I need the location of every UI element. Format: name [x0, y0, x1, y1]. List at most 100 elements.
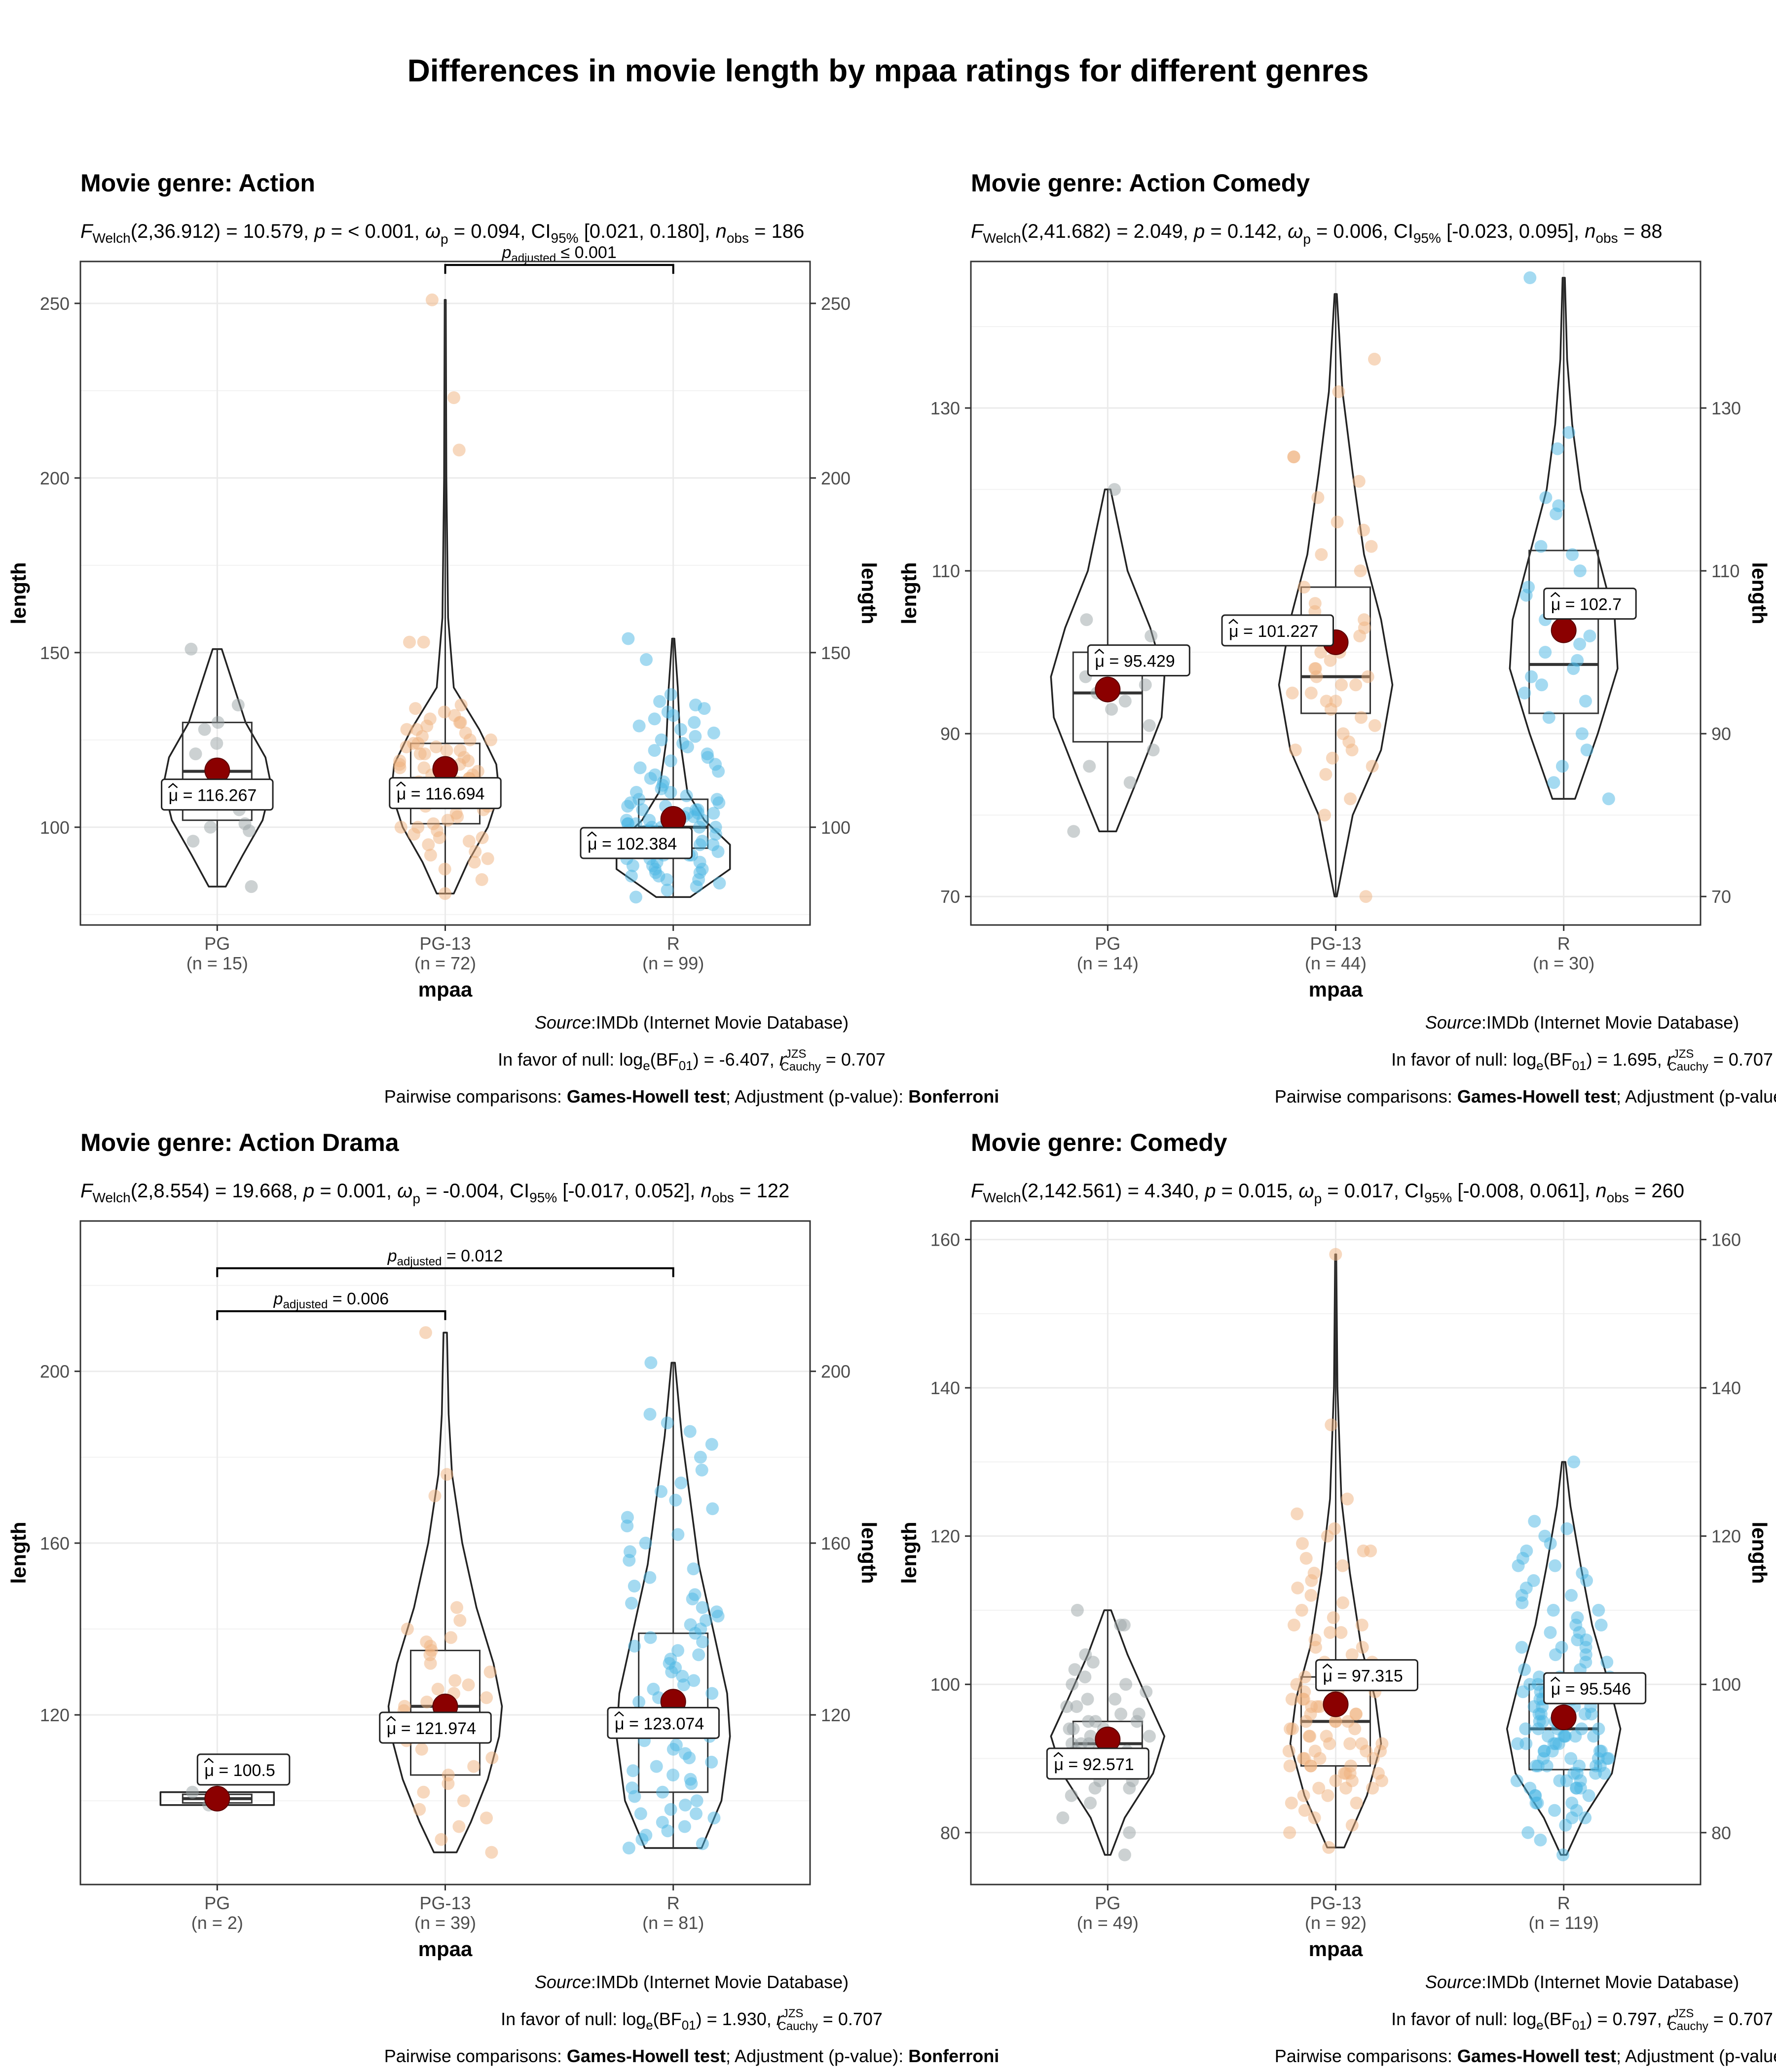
data-point [1105, 703, 1118, 716]
data-point [1575, 727, 1589, 740]
data-point [1534, 1707, 1548, 1721]
data-point [699, 1614, 712, 1627]
data-point [1576, 1566, 1589, 1580]
y-tick-label-left: 140 [930, 1378, 960, 1398]
y-tick-label-left: 120 [40, 1705, 70, 1725]
mean-label-box [1221, 614, 1334, 647]
data-point [644, 1356, 658, 1369]
data-point [1521, 1826, 1535, 1839]
figure-title: Differences in movie length by mpaa rati… [407, 53, 1369, 88]
data-point [1308, 1811, 1321, 1824]
data-point [1573, 1759, 1586, 1773]
y-axis-title-right: length [1748, 1522, 1771, 1584]
caption-source: Source:IMDb (Internet Movie Database) [535, 1972, 849, 1992]
x-tick-n-label: (n = 99) [642, 953, 704, 973]
data-point [417, 761, 431, 775]
mu-hat-icon [386, 1716, 396, 1721]
data-point [679, 1747, 692, 1760]
data-point [1329, 1715, 1342, 1728]
data-point [683, 1425, 697, 1438]
mu-hat-icon [614, 1711, 624, 1717]
data-point [1286, 1722, 1299, 1736]
violin-PG-13 [387, 1332, 503, 1853]
data-point [245, 880, 258, 893]
data-point [656, 1815, 669, 1829]
data-point [186, 1785, 199, 1799]
data-point [1080, 613, 1093, 627]
data-point [442, 1769, 455, 1781]
mean-label-box [1315, 1659, 1418, 1692]
data-point [417, 635, 430, 649]
mean-label: μ = 97.315 [1315, 1659, 1418, 1692]
data-point [1336, 727, 1350, 740]
data-point [680, 789, 693, 803]
chart-panel: Movie genre: Action Comedy FWelch(2,41.68… [897, 169, 1776, 1107]
significance-label: padjusted = 0.006 [273, 1290, 389, 1311]
data-point [664, 688, 677, 701]
data-point [1510, 1774, 1523, 1787]
data-point [450, 1601, 463, 1614]
data-point [1542, 711, 1555, 724]
data-point [1065, 1737, 1078, 1750]
mean-label-text: μ = 92.571 [1054, 1755, 1134, 1774]
y-tick-label-left: 160 [40, 1533, 70, 1554]
y-axis-title-left: length [897, 562, 921, 625]
data-point [1336, 1559, 1349, 1572]
data-point [664, 754, 677, 768]
data-point [485, 1751, 499, 1765]
data-point [713, 877, 726, 890]
violin-R [1509, 277, 1619, 800]
data-point [1056, 1811, 1070, 1824]
x-tick-n-label: (n = 81) [642, 1913, 704, 1933]
mu-hat-icon [204, 1758, 214, 1763]
data-point [394, 820, 407, 834]
data-point [620, 814, 633, 827]
data-point [636, 803, 649, 816]
x-tick-label: PG-13 [419, 1893, 471, 1913]
data-point [1329, 1774, 1342, 1787]
data-point [1325, 1418, 1338, 1432]
data-point [664, 1803, 677, 1816]
mean-label-box [379, 1711, 492, 1744]
data-point [1063, 1722, 1076, 1736]
x-tick-label: PG [1095, 1893, 1120, 1913]
x-tick-label: PG [204, 1893, 230, 1913]
data-point [468, 855, 481, 869]
x-tick-label: PG-13 [419, 933, 471, 954]
data-point [1553, 1774, 1566, 1787]
panel-title: Movie genre: Comedy [971, 1129, 1227, 1156]
data-point [1359, 890, 1372, 903]
data-point [1081, 1693, 1094, 1706]
data-point [650, 1760, 663, 1773]
data-point [1365, 540, 1378, 553]
panel-title: Movie genre: Action Drama [80, 1129, 400, 1156]
data-point [1534, 1833, 1547, 1847]
data-point [483, 1665, 497, 1679]
data-point [1571, 654, 1584, 667]
mu-hat-icon [396, 781, 406, 787]
data-point [1318, 809, 1331, 822]
data-point [1145, 629, 1158, 643]
data-point [1299, 1552, 1313, 1565]
data-point [1308, 662, 1322, 675]
x-tick-label: PG [204, 933, 230, 954]
data-point [403, 635, 416, 649]
mean-label-box [1543, 588, 1637, 620]
data-point [1308, 1633, 1322, 1647]
mu-hat-icon [587, 831, 597, 837]
data-point [459, 726, 472, 740]
mean-label-text: μ = 95.429 [1095, 652, 1175, 671]
data-point [678, 1820, 691, 1833]
data-point [1074, 1737, 1088, 1750]
data-point [696, 1837, 709, 1850]
data-point [422, 838, 435, 851]
data-point [1297, 581, 1311, 594]
data-point [622, 1842, 635, 1854]
data-point [1575, 1722, 1588, 1736]
chart-panel: Movie genre: Action FWelch(2,36.912) = 10… [7, 169, 999, 1107]
data-point [1518, 1663, 1531, 1676]
data-point [648, 744, 661, 757]
mean-point [1323, 1691, 1349, 1717]
data-point [684, 1618, 697, 1631]
x-axis-title: mpaa [418, 978, 473, 1001]
